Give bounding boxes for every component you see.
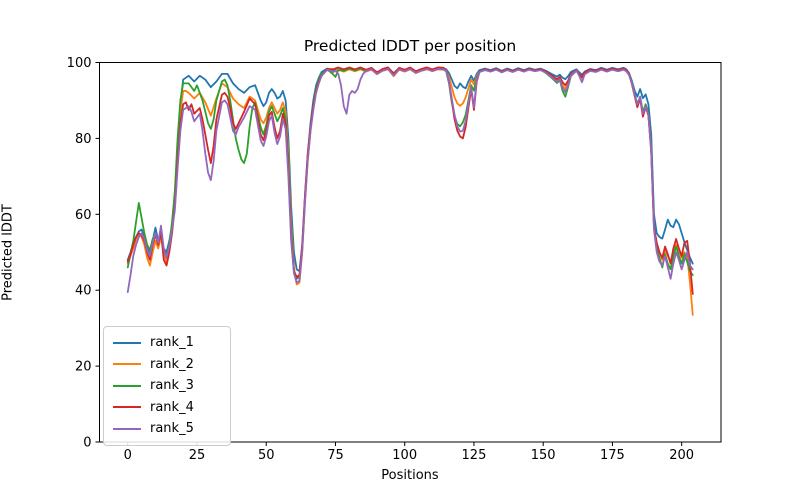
x-tick-label: 175 (600, 448, 625, 463)
legend-entry-rank-3: rank_3 (104, 375, 230, 397)
x-tick-label: 75 (327, 448, 344, 463)
line-rank_5 (126, 68, 694, 294)
y-tick-label: 0 (83, 436, 91, 451)
legend-label: rank_2 (150, 356, 194, 372)
y-tick-label: 60 (75, 208, 92, 223)
x-axis-label: Positions (381, 468, 439, 483)
legend-line-swatch-rank-2 (113, 363, 141, 366)
line-rank_4 (126, 66, 694, 295)
y-tick-label: 20 (75, 360, 92, 375)
y-tick-label: 40 (75, 284, 92, 299)
legend: rank_1 rank_2 rank_3 rank_4 rank_5 (103, 326, 231, 446)
y-tick-label: 100 (67, 56, 92, 71)
legend-entry-rank-2: rank_2 (104, 354, 230, 376)
legend-entry-rank-5: rank_5 (104, 418, 230, 440)
x-tick-label: 200 (669, 448, 694, 463)
x-tick-label: 0 (124, 448, 132, 463)
y-tick-label: 80 (75, 132, 92, 147)
legend-line-swatch-rank-4 (113, 406, 141, 409)
legend-line-swatch-rank-3 (113, 384, 141, 387)
chart-title: Predicted lDDT per position (303, 37, 517, 55)
axes-spines (99, 62, 722, 443)
legend-label: rank_5 (150, 421, 194, 437)
legend-label: rank_4 (150, 399, 194, 415)
legend-line-swatch-rank-5 (113, 427, 141, 430)
legend-line-swatch-rank-1 (113, 341, 141, 344)
legend-entry-rank-4: rank_4 (104, 397, 230, 419)
x-tick-label: 150 (531, 448, 556, 463)
legend-label: rank_1 (150, 335, 194, 351)
plot-area: 0 25 50 75 100 125 150 175 200 0 20 40 60 80 100 (67, 56, 722, 463)
x-tick-label: 100 (392, 448, 417, 463)
line-rank_2 (126, 68, 694, 316)
x-tick-label: 125 (462, 448, 487, 463)
y-axis-label: Predicted lDDT (0, 204, 16, 301)
legend-entry-rank-1: rank_1 (104, 332, 230, 354)
legend-label: rank_3 (150, 378, 194, 394)
x-tick-label: 25 (189, 448, 206, 463)
x-tick-label: 50 (258, 448, 275, 463)
